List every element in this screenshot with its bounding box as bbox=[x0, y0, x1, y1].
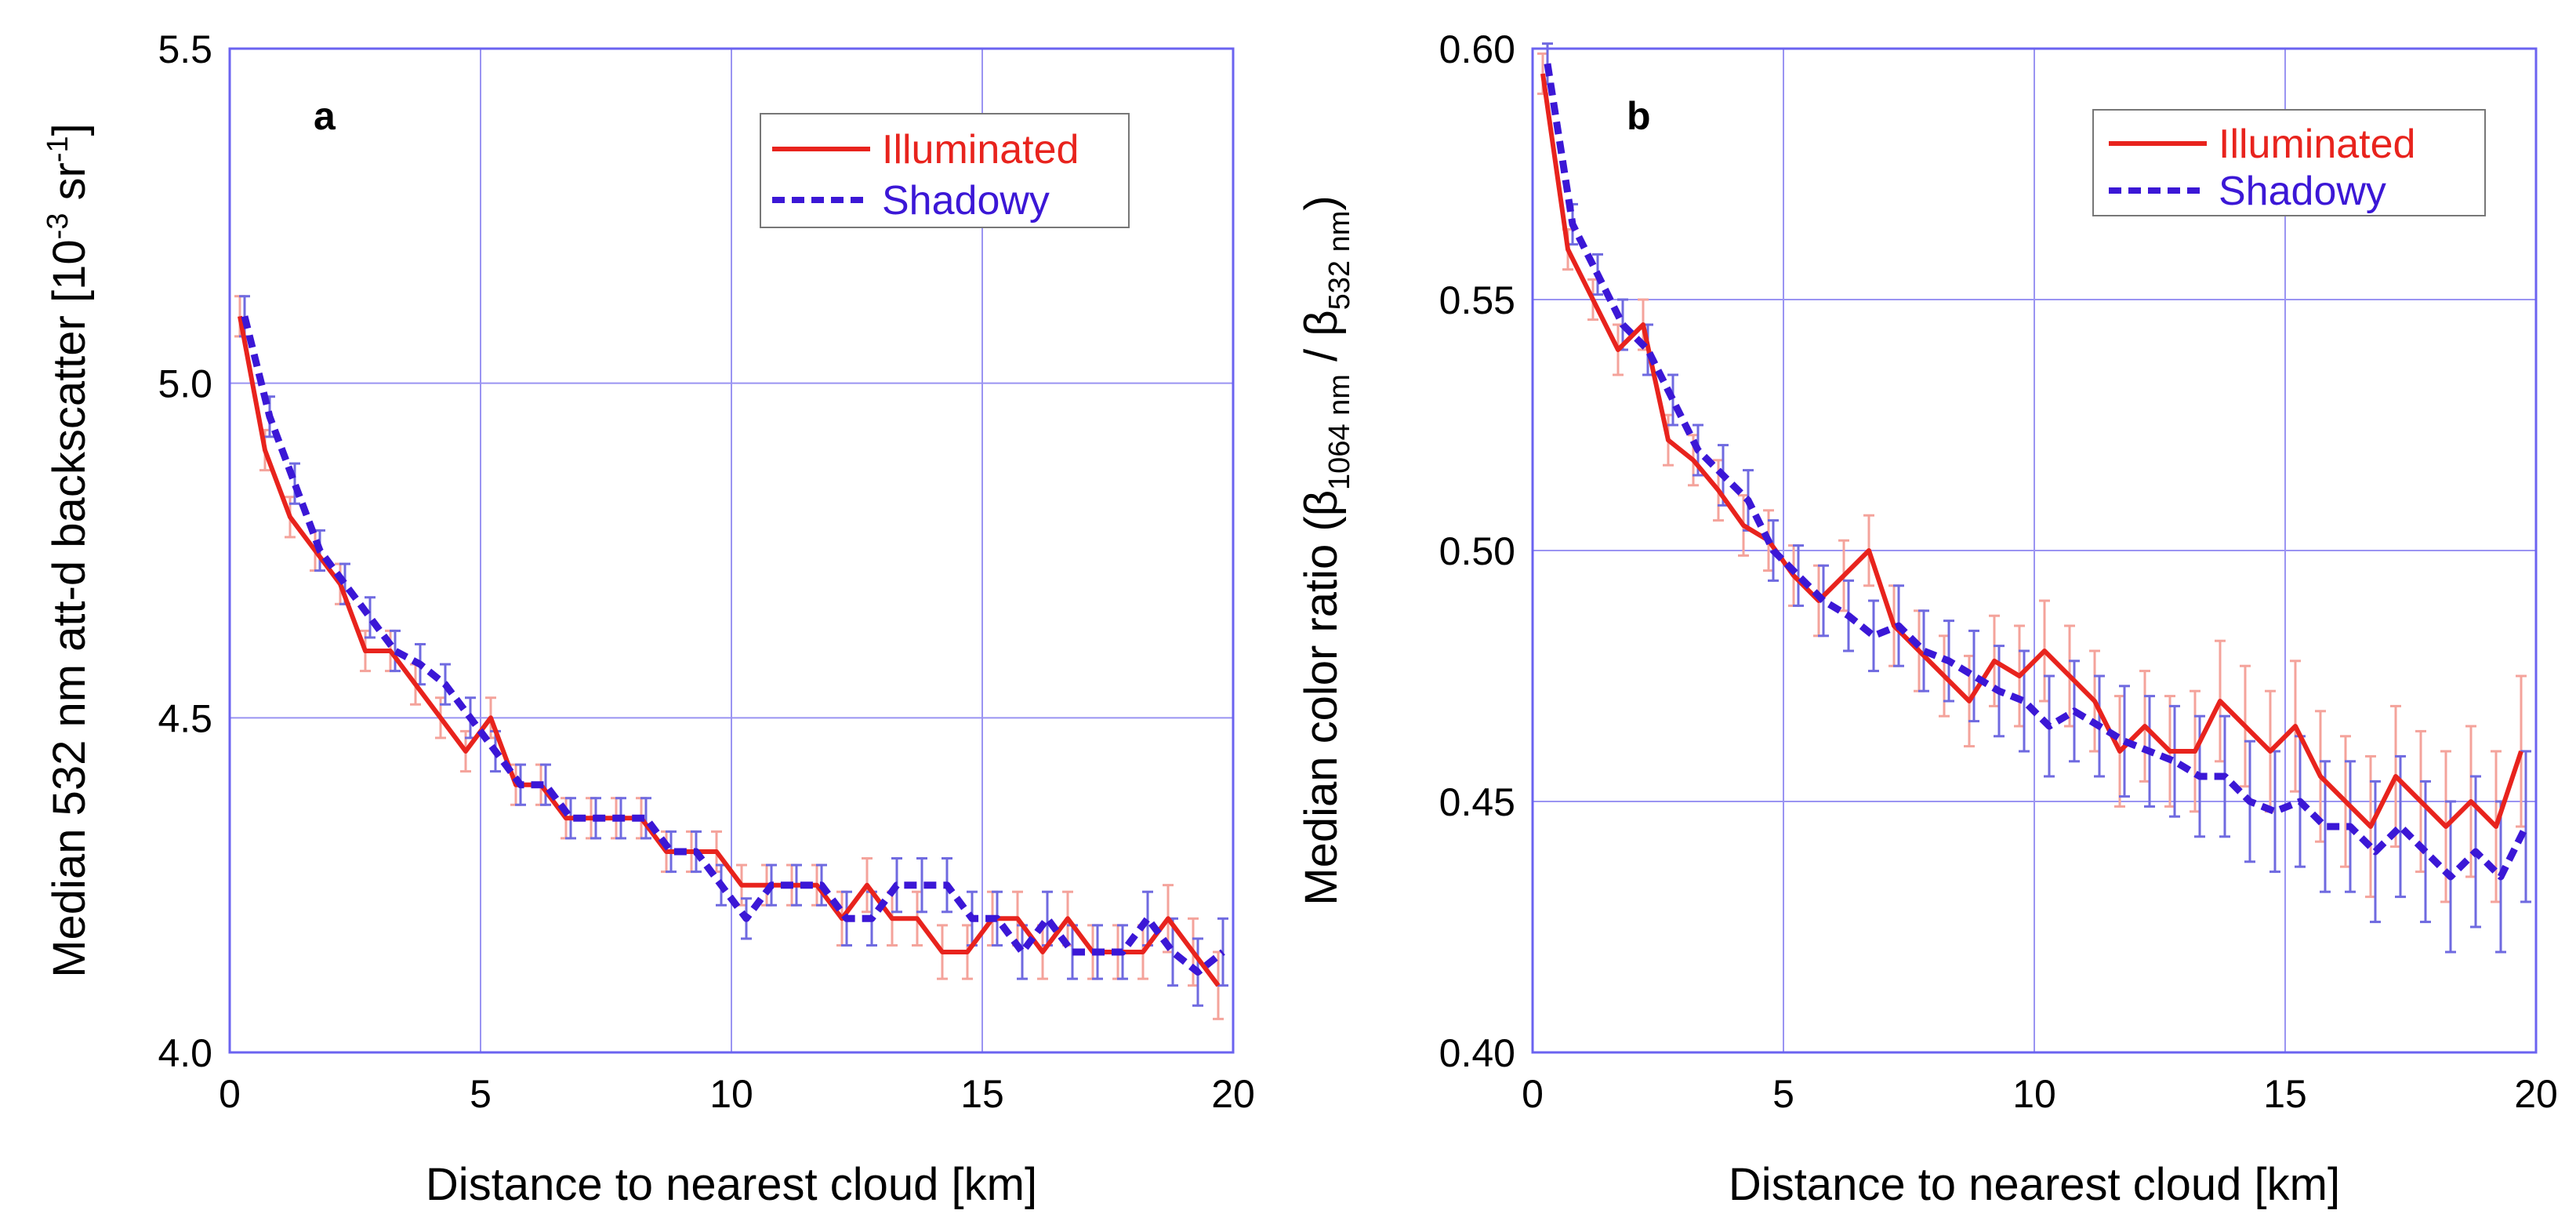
y-axis-label-b-sub2: 532 nm bbox=[1323, 211, 1356, 311]
panel-a: 0 5 10 15 20 4.0 4.5 5.0 5.5 a Distance to neare… bbox=[42, 27, 1255, 1210]
legend-shadowy-label-a: Shadowy bbox=[882, 178, 1050, 224]
y-tick-label: 4.5 bbox=[158, 696, 212, 740]
x-axis-label-a: Distance to nearest cloud [km] bbox=[426, 1159, 1037, 1210]
y-tick-label: 0.55 bbox=[1439, 278, 1515, 322]
y-tick-label: 5.0 bbox=[158, 362, 212, 406]
legend-a: Illuminated Shadowy bbox=[760, 113, 1130, 228]
panel-label-b: b bbox=[1627, 94, 1651, 138]
y-axis-label-a-exp2: -1 bbox=[42, 136, 74, 162]
legend-box-a bbox=[760, 113, 1130, 228]
error-bar bbox=[640, 797, 651, 840]
y-axis-label-b-sub1: 1064 nm bbox=[1323, 374, 1356, 490]
error-bar bbox=[1868, 599, 1879, 673]
y-axis-label-b-mid: / β bbox=[1296, 310, 1347, 374]
x-axis-label-b: Distance to nearest cloud [km] bbox=[1729, 1159, 2340, 1210]
error-bar bbox=[390, 629, 401, 673]
x-tick-label: 10 bbox=[2012, 1072, 2056, 1116]
error-bar bbox=[540, 763, 551, 806]
error-bar bbox=[289, 462, 300, 505]
error-bar bbox=[2520, 750, 2531, 903]
error-bar bbox=[365, 596, 376, 639]
y-tick-label: 0.60 bbox=[1439, 27, 1515, 71]
y-tick-label: 0.50 bbox=[1439, 529, 1515, 573]
shadowy-line bbox=[1544, 63, 2530, 881]
panel-b: 0 5 10 15 20 0.40 0.45 0.50 0.55 0.60 b Distance … bbox=[1296, 27, 2558, 1210]
y-axis-label-a: Median 532 nm att-d backscatter [10-3 sr… bbox=[42, 123, 95, 978]
error-bar bbox=[2169, 704, 2180, 818]
legend-b: Illuminated Shadowy bbox=[2092, 109, 2486, 216]
plot-frame-a bbox=[228, 47, 1235, 1054]
error-bar bbox=[916, 857, 927, 914]
illuminated-line bbox=[238, 315, 1221, 987]
y-tick-label: 4.0 bbox=[158, 1031, 212, 1075]
y-axis-label-a-unit: sr bbox=[44, 162, 95, 213]
legend-box-b bbox=[2092, 109, 2486, 216]
illuminated-line bbox=[1540, 73, 2523, 829]
x-tick-label: 0 bbox=[1522, 1072, 1544, 1116]
ticks-a: 0 5 10 15 20 4.0 4.5 5.0 5.5 bbox=[158, 27, 1254, 1116]
x-tick-label: 0 bbox=[219, 1072, 241, 1116]
y-tick-label: 0.40 bbox=[1439, 1031, 1515, 1075]
plot-frame-b bbox=[1531, 47, 2538, 1054]
y-axis-label-a-exp1: -3 bbox=[42, 213, 74, 240]
x-tick-label: 20 bbox=[1211, 1072, 1255, 1116]
y-axis-label-a-main: Median 532 nm att-d backscatter [10 bbox=[44, 239, 95, 977]
x-tick-label: 15 bbox=[960, 1072, 1004, 1116]
error-bar bbox=[1793, 544, 1804, 607]
x-tick-label: 20 bbox=[2514, 1072, 2558, 1116]
y-axis-label-b: Median color ratio (β1064 nm / β532 nm) bbox=[1296, 195, 1356, 905]
x-tick-label: 15 bbox=[2263, 1072, 2307, 1116]
shadowy-line bbox=[241, 315, 1225, 976]
legend-shadowy-label-b: Shadowy bbox=[2219, 169, 2386, 214]
error-bar bbox=[1818, 564, 1829, 638]
x-tick-label: 5 bbox=[470, 1072, 492, 1116]
series-lines-a bbox=[238, 315, 1225, 987]
ticks-b: 0 5 10 15 20 0.40 0.45 0.50 0.55 0.60 bbox=[1439, 27, 2558, 1116]
y-axis-label-b-main: Median color ratio (β bbox=[1296, 490, 1347, 906]
legend-illuminated-label-b: Illuminated bbox=[2219, 122, 2415, 167]
error-bar bbox=[1918, 609, 1929, 692]
error-bar bbox=[1667, 373, 1678, 427]
x-tick-label: 10 bbox=[709, 1072, 753, 1116]
error-bar bbox=[2019, 649, 2030, 753]
error-bar bbox=[1968, 629, 1979, 723]
legend-illuminated-label-a: Illuminated bbox=[882, 127, 1079, 173]
x-tick-label: 5 bbox=[1772, 1072, 1794, 1116]
series-lines-b bbox=[1540, 63, 2530, 881]
y-tick-label: 5.5 bbox=[158, 27, 212, 71]
y-axis-label-a-close: ] bbox=[44, 123, 95, 136]
y-axis-label-b-close: ) bbox=[1296, 195, 1347, 210]
panel-label-a: a bbox=[314, 94, 336, 138]
y-tick-label: 0.45 bbox=[1439, 780, 1515, 824]
